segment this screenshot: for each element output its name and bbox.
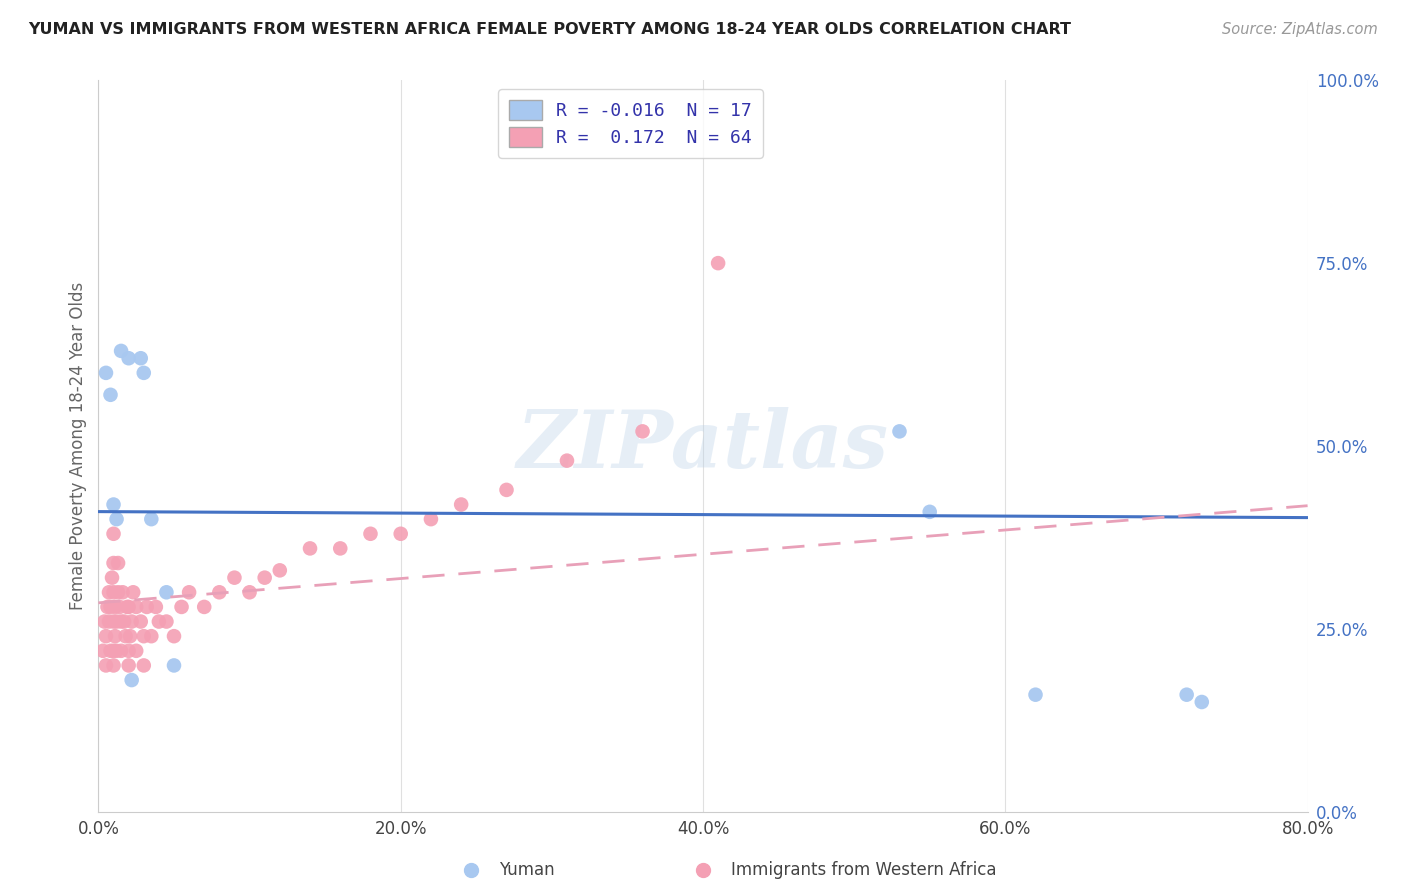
- Point: [129, 351, 152, 366]
- Point: [115, 599, 138, 614]
- Point: [179, 585, 201, 599]
- Point: [329, 541, 352, 556]
- Point: [103, 556, 125, 570]
- Point: [1024, 688, 1046, 702]
- Point: [193, 599, 215, 614]
- Point: [121, 673, 143, 687]
- Point: [132, 366, 155, 380]
- Point: [707, 256, 730, 270]
- Text: YUMAN VS IMMIGRANTS FROM WESTERN AFRICA FEMALE POVERTY AMONG 18-24 YEAR OLDS COR: YUMAN VS IMMIGRANTS FROM WESTERN AFRICA …: [28, 22, 1071, 37]
- Point: [269, 563, 291, 577]
- Text: ZIPatlas: ZIPatlas: [517, 408, 889, 484]
- Point: [148, 615, 170, 629]
- Point: [94, 658, 117, 673]
- Point: [118, 351, 141, 366]
- Point: [100, 644, 122, 658]
- Legend: R = -0.016  N = 17, R =  0.172  N = 64: R = -0.016 N = 17, R = 0.172 N = 64: [498, 89, 762, 158]
- Point: [118, 658, 141, 673]
- Point: [104, 629, 127, 643]
- Point: [103, 498, 125, 512]
- Point: [495, 483, 517, 497]
- Point: [96, 599, 118, 614]
- Point: [98, 585, 121, 599]
- Point: [118, 644, 141, 658]
- Point: [1191, 695, 1213, 709]
- Point: [121, 615, 143, 629]
- Point: [93, 615, 115, 629]
- Point: [141, 629, 163, 643]
- Point: [132, 658, 155, 673]
- Point: [889, 425, 911, 439]
- Point: [122, 585, 145, 599]
- Point: [155, 585, 177, 599]
- Point: [555, 453, 578, 467]
- Point: [135, 599, 157, 614]
- Point: [105, 644, 128, 658]
- Point: [108, 599, 131, 614]
- Point: [360, 526, 382, 541]
- Point: [239, 585, 262, 599]
- Point: [1175, 688, 1198, 702]
- Point: [103, 615, 125, 629]
- Point: [110, 343, 132, 358]
- Point: [103, 658, 125, 673]
- Point: [132, 629, 155, 643]
- Point: [129, 615, 152, 629]
- Point: [100, 388, 122, 402]
- Point: [253, 571, 276, 585]
- Point: [420, 512, 443, 526]
- Text: Yuman: Yuman: [499, 861, 555, 879]
- Point: [125, 644, 148, 658]
- Point: [110, 644, 132, 658]
- Point: [163, 658, 186, 673]
- Text: Immigrants from Western Africa: Immigrants from Western Africa: [731, 861, 997, 879]
- Point: [100, 599, 122, 614]
- Point: [208, 585, 231, 599]
- Point: [112, 615, 135, 629]
- Point: [105, 512, 128, 526]
- Point: [631, 425, 654, 439]
- Point: [120, 629, 142, 643]
- Point: [91, 644, 114, 658]
- Point: [107, 556, 129, 570]
- Text: Source: ZipAtlas.com: Source: ZipAtlas.com: [1222, 22, 1378, 37]
- Point: [114, 629, 136, 643]
- Point: [145, 599, 167, 614]
- Point: [299, 541, 322, 556]
- Point: [107, 585, 129, 599]
- Point: [94, 629, 117, 643]
- Point: [104, 599, 127, 614]
- Point: [94, 366, 117, 380]
- Point: [389, 526, 412, 541]
- Point: [98, 615, 121, 629]
- Point: [111, 585, 134, 599]
- Point: [110, 615, 132, 629]
- Point: [450, 498, 472, 512]
- Y-axis label: Female Poverty Among 18-24 Year Olds: Female Poverty Among 18-24 Year Olds: [69, 282, 87, 610]
- Point: [103, 644, 125, 658]
- Point: [163, 629, 186, 643]
- Point: [918, 505, 941, 519]
- Point: [141, 512, 163, 526]
- Point: [118, 599, 141, 614]
- Point: [125, 599, 148, 614]
- Point: [155, 615, 177, 629]
- Point: [103, 526, 125, 541]
- Point: [224, 571, 246, 585]
- Point: [103, 585, 125, 599]
- Point: [105, 615, 128, 629]
- Point: [101, 571, 124, 585]
- Point: [170, 599, 193, 614]
